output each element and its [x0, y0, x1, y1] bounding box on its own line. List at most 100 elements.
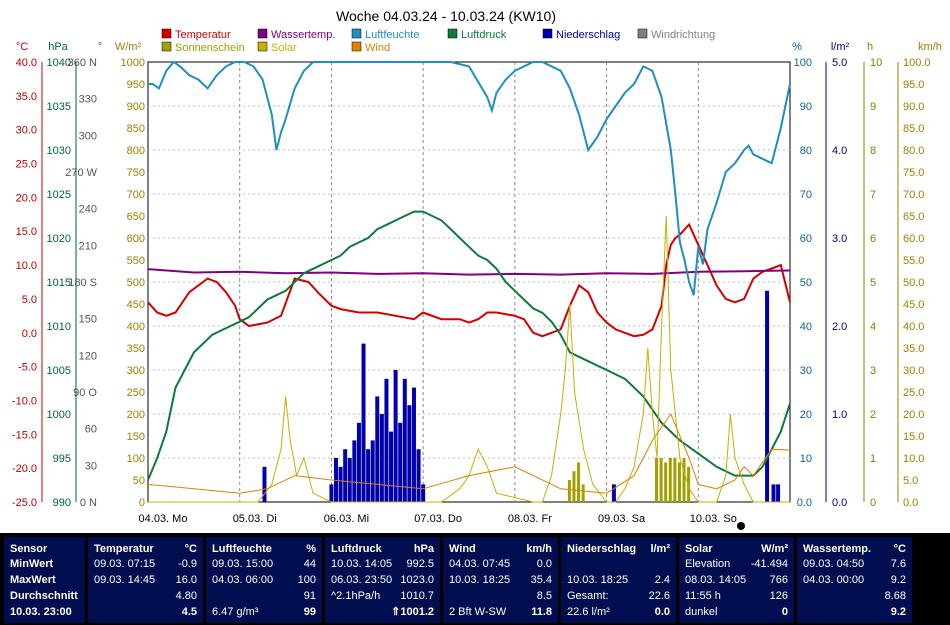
wind-unit: km/h	[526, 543, 552, 555]
panel-sensor: Sensor MinWert MaxWert Durchschnitt 10.0…	[4, 537, 85, 623]
axis-tick-label: 10	[800, 453, 812, 465]
axis-tick-label: 400	[127, 321, 145, 333]
panel-pressure: Luftdruck hPa 10.03. 14:05 992.5 06.03. 23…	[325, 537, 440, 623]
sunshine-bar	[664, 462, 668, 502]
axis-tick-label: 250	[127, 387, 145, 399]
legend-swatch	[161, 28, 172, 39]
axis-tick-label: 80.0	[903, 145, 924, 157]
sunshine-bar	[687, 466, 691, 502]
axis-tick-label: 5	[870, 277, 876, 289]
rain-bar	[366, 449, 371, 502]
axis-tick-label: 0	[870, 497, 876, 509]
axis-tick-label: 10.0	[16, 260, 37, 272]
axis-tick-label: 360 N	[68, 57, 97, 69]
hum-absolute: 6.47 g/m³	[212, 606, 259, 618]
axis-tick-label: 40	[800, 321, 812, 333]
axis-tick-label: 210	[79, 240, 97, 252]
wind-min-value: 0.0	[536, 558, 552, 570]
sunshine-bar	[659, 458, 663, 502]
axis-tick-label: 8	[870, 145, 876, 157]
axis-tick-label: 900	[127, 101, 145, 113]
axis-tick-label: 1040	[47, 57, 71, 69]
panel-water-temp: Wassertemp. °C 09.03. 04:50 7.6 04.03. 00:…	[797, 537, 912, 623]
wind-header: Wind	[449, 543, 476, 555]
axis-tick-label: 1010	[47, 321, 71, 333]
temp-unit: °C	[184, 543, 197, 555]
axis-tick-label: 30	[800, 365, 812, 377]
axis-tick-label: 100	[127, 453, 145, 465]
solar-max-value: 766	[769, 574, 788, 586]
solar-state: dunkel	[685, 606, 718, 618]
solar-elevation-label: Elevation	[685, 558, 731, 570]
axis-tick-label: 1005	[47, 365, 71, 377]
sunshine-bar	[577, 462, 581, 502]
axis-tick-label: 40.0	[16, 57, 37, 69]
axis-tick-label: 3	[870, 365, 876, 377]
axis-tick-label: 25.0	[903, 387, 924, 399]
legend-label: Temperatur	[175, 29, 231, 41]
sunshine-bar	[673, 458, 677, 502]
press-unit: hPa	[413, 543, 434, 555]
rain-bar	[375, 396, 380, 502]
temp-header: Temperatur	[94, 543, 154, 555]
axis-tick-label: 990	[53, 497, 71, 509]
axis-tick-label: 270 W	[65, 167, 97, 179]
axis-tick-label: 50.0	[903, 277, 924, 289]
water-max-time: 04.03. 00:00	[803, 574, 865, 586]
axis-tick-label: 450	[127, 299, 145, 311]
axis-tick-label: 300	[79, 130, 97, 142]
x-day-label: 07.03. Do	[414, 513, 462, 525]
axis-tick-label: 3.0	[832, 233, 847, 245]
axis-tick-label: 4	[870, 321, 876, 333]
axis-tick-label: 35.0	[16, 91, 37, 103]
panel-rain: Niederschlag l/m² 10.03. 18:25 2.4 Gesamt:…	[561, 537, 676, 623]
press-current-value: ⇑1001.2	[391, 606, 434, 618]
axis-tick-label: 25.0	[16, 159, 37, 171]
axis-unit-label: °C	[16, 41, 28, 53]
press-max-time: 06.03. 23:50	[331, 574, 393, 586]
press-max-value: 1023.0	[400, 574, 434, 586]
axis-tick-label: 90.0	[903, 101, 924, 113]
axis-unit-label: l/m²	[831, 41, 850, 53]
axis-tick-label: 1020	[47, 233, 71, 245]
summary-panel: Sensor MinWert MaxWert Durchschnitt 10.0…	[0, 533, 950, 625]
x-day-label: 04.03. Mo	[139, 513, 188, 525]
water-avg-value: 8.68	[884, 590, 906, 602]
axis-tick-label: 70	[800, 189, 812, 201]
water-header: Wassertemp.	[803, 543, 872, 555]
series-line-Solar	[148, 215, 790, 503]
hum-avg-value: 91	[303, 590, 316, 602]
rain-bar	[384, 378, 389, 502]
hum-current-value: 99	[303, 606, 316, 618]
x-axis-labels: 04.03. Mo 05.03. Di 06.03. Mi 07.03. Do 08.0…	[139, 513, 737, 525]
axis-tick-label: 60	[800, 233, 812, 245]
rain-bar	[361, 343, 366, 502]
solar-header: Solar	[685, 543, 713, 555]
axis-tick-label: -20.0	[12, 463, 37, 475]
axis-tick-label: 0.0	[797, 497, 812, 509]
axis-tick-label: 15.0	[903, 431, 924, 443]
axis-tick-label: 700	[127, 189, 145, 201]
legend-label: Sonnenschein	[175, 42, 245, 54]
legend-label: Wassertemp.	[271, 29, 335, 41]
min-label: MinWert	[10, 558, 54, 570]
axis-tick-label: 30.0	[16, 125, 37, 137]
axis-tick-label: 1035	[47, 101, 71, 113]
now-marker-icon	[737, 522, 745, 530]
axis-tick-label: 1	[870, 453, 876, 465]
axis-tick-label: 20.0	[16, 192, 37, 204]
axis-tick-label: 70.0	[903, 189, 924, 201]
bars	[262, 290, 781, 502]
axis-tick-label: 800	[127, 145, 145, 157]
axis-tick-label: 65.0	[903, 211, 924, 223]
axis-tick-label: -25.0	[12, 497, 37, 509]
rain-bar	[262, 466, 267, 502]
axis-tick-label: 95.0	[903, 79, 924, 91]
axis-tick-label: 10	[870, 57, 882, 69]
rain-bar	[776, 484, 781, 502]
axis-tick-label: 1025	[47, 189, 71, 201]
solar-avg-value: 126	[769, 590, 788, 602]
now-label: 10.03. 23:00	[10, 606, 72, 618]
x-day-label: 09.03. Sa	[598, 513, 646, 525]
sunshine-bar	[572, 471, 576, 502]
